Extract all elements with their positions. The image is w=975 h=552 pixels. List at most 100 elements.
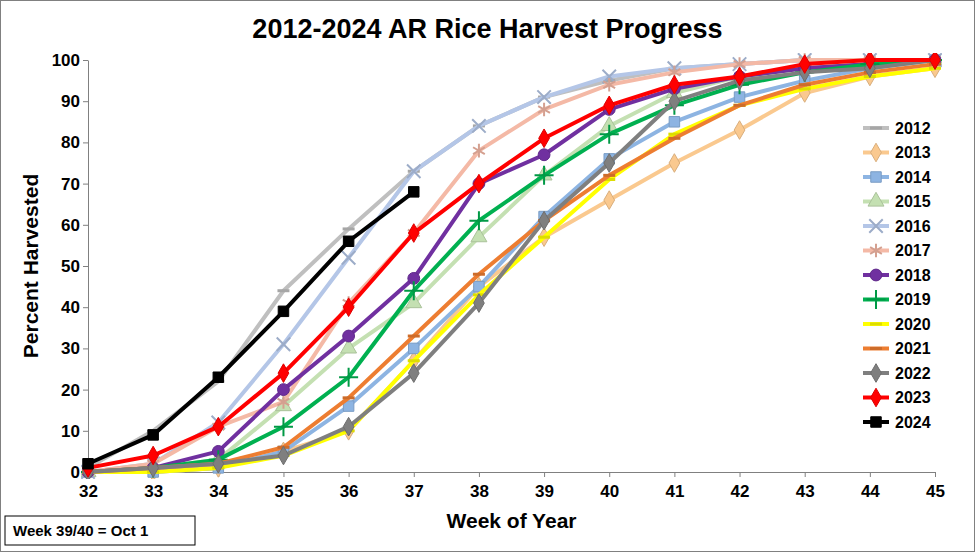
- legend-item: 2013: [863, 143, 931, 162]
- legend-label: 2013: [895, 144, 931, 161]
- x-tick-label: 34: [209, 482, 228, 501]
- legend-marker: [871, 364, 882, 383]
- legend-marker: [871, 388, 882, 407]
- x-tick-mark: [805, 472, 806, 477]
- y-tick-label: 30: [61, 339, 80, 358]
- x-tick-mark: [674, 472, 675, 477]
- chart-border: [1, 1, 975, 552]
- legend-label: 2018: [895, 267, 931, 284]
- x-tick-mark: [479, 472, 480, 477]
- x-tick-label: 39: [535, 482, 554, 501]
- plot-area: [81, 53, 942, 479]
- y-tick: 30: [61, 339, 88, 358]
- x-tick-label: 41: [665, 482, 684, 501]
- x-tick: 37: [405, 472, 424, 501]
- marker: [469, 211, 488, 230]
- legend-item: 2014: [863, 169, 931, 186]
- series-2014: [83, 55, 940, 477]
- x-tick-mark: [349, 472, 350, 477]
- annotation: Week 39/40 = Oct 1: [5, 516, 195, 545]
- y-tick-mark: [83, 266, 88, 267]
- marker: [407, 165, 420, 178]
- marker: [603, 174, 615, 177]
- legend-marker: [871, 143, 882, 162]
- y-axis: 0102030405060708090100: [52, 51, 89, 482]
- title: 2012-2024 AR Rice Harvest Progress: [252, 14, 722, 44]
- x-tick-label: 37: [405, 482, 424, 501]
- y-tick-mark: [83, 431, 88, 432]
- marker: [799, 83, 811, 86]
- annotation-text: Week 39/40 = Oct 1: [13, 522, 148, 539]
- legend: 2012201320142015201620172018201920202021…: [863, 120, 931, 431]
- marker: [148, 430, 158, 440]
- y-tick: 80: [61, 133, 88, 152]
- series-line: [88, 60, 935, 472]
- legend-marker: [868, 192, 884, 206]
- y-tick-mark: [83, 60, 88, 61]
- series-2018: [82, 54, 941, 478]
- marker: [343, 330, 355, 342]
- series-2013: [83, 59, 941, 479]
- marker: [343, 417, 354, 436]
- marker: [473, 144, 485, 158]
- series-line: [88, 192, 414, 464]
- series-2024: [83, 187, 419, 469]
- legend-item: 2017: [863, 242, 931, 259]
- legend-label: 2012: [895, 120, 931, 137]
- marker: [213, 372, 223, 382]
- marker: [408, 364, 419, 383]
- series-2022: [83, 53, 941, 479]
- legend-item: 2022: [863, 364, 931, 383]
- x-tick-mark: [544, 472, 545, 477]
- legend-marker: [870, 269, 882, 281]
- marker: [343, 298, 354, 317]
- series-line: [88, 68, 935, 472]
- legend-item: 2024: [863, 414, 931, 431]
- marker: [734, 67, 745, 86]
- marker: [539, 129, 550, 148]
- y-tick: 100: [52, 51, 88, 70]
- marker: [604, 154, 615, 173]
- legend-marker: [870, 323, 882, 326]
- x-tick: 38: [470, 472, 489, 501]
- series-2021: [82, 63, 941, 474]
- marker: [930, 53, 941, 69]
- marker: [278, 306, 288, 316]
- y-tick-mark: [83, 101, 88, 102]
- series-line: [88, 60, 935, 472]
- legend-swatch: [863, 347, 889, 351]
- marker: [277, 338, 290, 351]
- marker: [538, 103, 550, 117]
- y-tick-label: 0: [71, 463, 80, 482]
- y-tick-label: 70: [61, 175, 80, 194]
- x-tick: 36: [340, 472, 359, 501]
- legend-marker: [871, 417, 881, 427]
- marker: [408, 359, 420, 362]
- y-tick-mark: [83, 184, 88, 185]
- y-tick-label: 90: [61, 92, 80, 111]
- legend-swatch: [863, 126, 889, 130]
- marker: [799, 55, 810, 74]
- legend-marker: [870, 244, 882, 258]
- legend-label: 2014: [895, 169, 931, 186]
- x-tick-mark: [740, 472, 741, 477]
- series-2020: [82, 67, 941, 474]
- x-tick-label: 42: [731, 482, 750, 501]
- y-tick-mark: [83, 142, 88, 143]
- y-tick-label: 20: [61, 381, 80, 400]
- x-tick-label: 33: [144, 482, 163, 501]
- y-tick: 70: [61, 175, 88, 194]
- legend-label: 2022: [895, 365, 931, 382]
- x-tick-mark: [414, 472, 415, 477]
- x-tick: 35: [275, 472, 294, 501]
- marker: [274, 417, 293, 436]
- marker: [343, 227, 355, 230]
- series-line: [88, 60, 935, 468]
- marker: [278, 364, 289, 383]
- marker: [278, 395, 290, 409]
- marker: [603, 78, 615, 92]
- series-2019: [81, 53, 942, 479]
- legend-swatch: [863, 322, 889, 326]
- y-tick-mark: [83, 307, 88, 308]
- marker: [669, 75, 680, 94]
